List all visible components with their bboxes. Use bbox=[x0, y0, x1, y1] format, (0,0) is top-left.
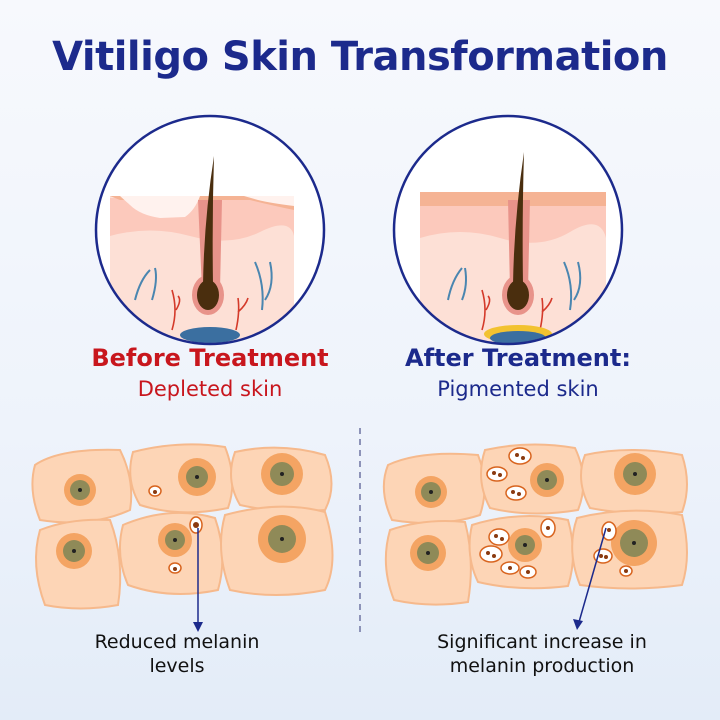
melanin-dots bbox=[486, 453, 628, 574]
before-nuclei bbox=[56, 453, 306, 574]
after-subheading: Pigmented skin bbox=[437, 377, 599, 401]
after-caption-line1: Significant increase in bbox=[437, 631, 647, 653]
after-nuclei bbox=[410, 453, 657, 571]
before-caption-line1: Reduced melanin bbox=[94, 631, 260, 653]
after-caption-line2: melanin production bbox=[449, 655, 635, 677]
after-skin-cross-section bbox=[392, 114, 624, 346]
before-arrow bbox=[193, 528, 203, 632]
before-subheading: Depleted skin bbox=[137, 377, 283, 401]
after-arrow bbox=[573, 527, 607, 630]
after-heading: After Treatment: bbox=[405, 344, 631, 372]
before-skin-cross-section bbox=[94, 114, 326, 346]
before-caption-line2: levels bbox=[149, 655, 205, 677]
before-caption: Reduced melanin levels bbox=[12, 630, 342, 678]
page-title: Vitiligo Skin Transformation bbox=[52, 34, 668, 80]
after-caption: Significant increase in melanin producti… bbox=[377, 630, 707, 678]
before-heading: Before Treatment bbox=[91, 344, 329, 372]
